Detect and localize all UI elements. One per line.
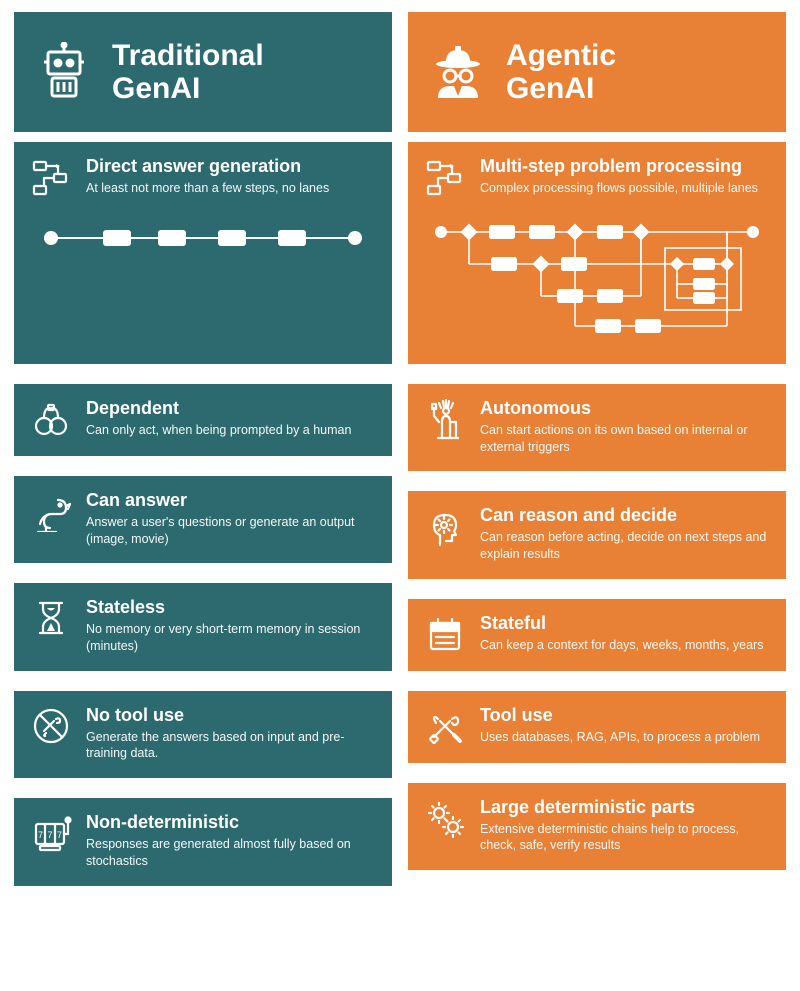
card-description: Can reason before acting, decide on next… [480,529,770,563]
card-title: Dependent [86,398,376,419]
card-title: Can reason and decide [480,505,770,526]
linear-flow-diagram [30,218,376,348]
hourglass-icon [30,597,72,639]
card-title: Direct answer generation [86,156,376,177]
card-description: Responses are generated almost fully bas… [86,836,376,870]
card-description: Complex processing flows possible, multi… [480,180,770,197]
card-title: Autonomous [480,398,770,419]
right-card-2: Can reason and decide Can reason before … [408,491,786,578]
right-column: Agentic GenAI Multi-step problem process… [408,12,786,886]
title-line2: GenAI [506,72,616,105]
no-tools-icon [30,705,72,747]
card-title: No tool use [86,705,376,726]
card-title: Can answer [86,490,376,511]
spy-icon [428,42,488,102]
card-title: Stateful [480,613,770,634]
card-title: Large deterministic parts [480,797,770,818]
right-card-1: Autonomous Can start actions on its own … [408,384,786,471]
left-header-title: Traditional GenAI [112,39,264,105]
right-card-5: Large deterministic parts Extensive dete… [408,783,786,870]
card-description: At least not more than a few steps, no l… [86,180,376,197]
handcuffs-icon [30,398,72,440]
slot-machine-icon: 7 7 7 [30,812,72,854]
title-line2: GenAI [112,72,264,105]
flow-icon [30,156,72,198]
title-line1: Traditional [112,39,264,72]
left-card-4: No tool use Generate the answers based o… [14,691,392,778]
calendar-icon [424,613,466,655]
left-card-0: Direct answer generation At least not mo… [14,142,392,364]
card-description: No memory or very short-term memory in s… [86,621,376,655]
left-column: Traditional GenAI Direct answer generati… [14,12,392,886]
thinking-person-icon [424,505,466,547]
liberty-icon [424,398,466,440]
right-header: Agentic GenAI [408,12,786,132]
flow-icon [424,156,466,198]
card-title: Stateless [86,597,376,618]
card-description: Can only act, when being prompted by a h… [86,422,376,439]
gears-icon [424,797,466,839]
card-description: Generate the answers based on input and … [86,729,376,763]
card-title: Tool use [480,705,770,726]
left-card-1: Dependent Can only act, when being promp… [14,384,392,456]
left-card-2: Can answer Answer a user's questions or … [14,476,392,563]
complex-flow-diagram [424,218,770,348]
right-header-title: Agentic GenAI [506,39,616,105]
svg-text:7: 7 [38,830,43,840]
svg-text:7: 7 [57,830,62,840]
card-title: Non-deterministic [86,812,376,833]
robot-icon [34,42,94,102]
right-card-4: Tool use Uses databases, RAG, APIs, to p… [408,691,786,763]
parrot-icon [30,490,72,532]
title-line1: Agentic [506,39,616,72]
card-description: Can start actions on its own based on in… [480,422,770,456]
card-description: Extensive deterministic chains help to p… [480,821,770,855]
card-title: Multi-step problem processing [480,156,770,177]
comparison-columns: Traditional GenAI Direct answer generati… [14,12,786,886]
tools-icon [424,705,466,747]
card-description: Uses databases, RAG, APIs, to process a … [480,729,770,746]
svg-text:7: 7 [47,830,52,840]
left-card-5: 7 7 7 Non-deterministic Responses are ge… [14,798,392,885]
card-description: Answer a user's questions or generate an… [86,514,376,548]
card-description: Can keep a context for days, weeks, mont… [480,637,770,654]
left-card-3: Stateless No memory or very short-term m… [14,583,392,670]
left-header: Traditional GenAI [14,12,392,132]
right-card-0: Multi-step problem processing Complex pr… [408,142,786,364]
right-card-3: Stateful Can keep a context for days, we… [408,599,786,671]
